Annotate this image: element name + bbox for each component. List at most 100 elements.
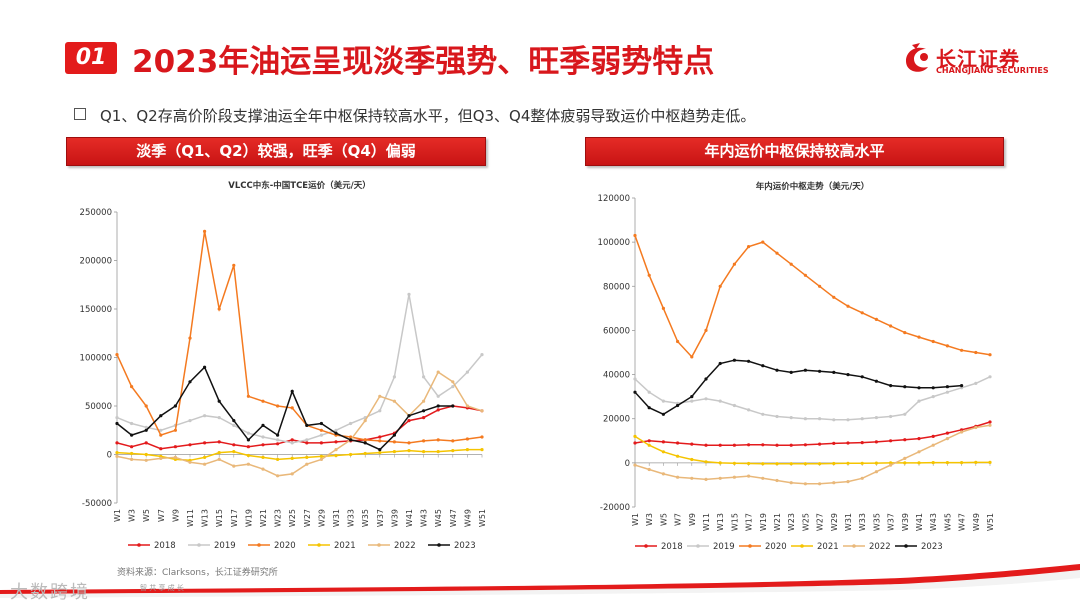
data-point-2022 [392,399,396,403]
x-tick-label: W37 [376,509,385,527]
data-point-2019 [761,412,765,416]
legend-label-2018: 2018 [661,542,683,552]
legend-label-2020: 2020 [274,541,296,551]
x-tick-label: W35 [361,509,370,527]
x-tick-label: W23 [787,513,796,531]
data-point-2020 [422,439,426,443]
data-point-2023 [334,431,338,435]
data-point-2022 [276,474,280,478]
x-tick-label: W13 [716,513,725,531]
data-point-2021 [832,461,836,466]
data-point-2023 [647,406,651,410]
data-point-2023 [246,438,250,442]
y-tick-label: 200000 [80,257,112,267]
right-panel-banner: 年内运价中枢保持较高水平 [585,137,1004,166]
data-point-2019 [690,399,694,403]
series-line-2021 [634,435,990,465]
legend-label-2022: 2022 [869,542,891,552]
data-point-2023 [874,379,878,383]
x-tick-label: W31 [844,513,853,531]
data-point-2022 [676,475,680,479]
data-point-2020 [451,439,455,443]
data-point-2019 [130,421,134,426]
data-point-2018 [203,441,207,445]
data-point-2022 [732,475,736,479]
data-point-2021 [661,450,665,454]
x-tick-label: W49 [972,513,981,531]
x-tick-label: W9 [688,513,697,526]
data-point-2021 [276,457,280,461]
x-tick-label: W1 [113,509,122,522]
series-line-2019 [634,376,991,421]
data-point-2018 [747,443,751,447]
data-point-2021 [422,450,426,454]
data-point-2021 [903,461,907,465]
data-point-2021 [818,462,822,466]
data-point-2021 [945,461,949,465]
data-point-2018 [903,438,907,442]
legend-marker-2022 [377,543,381,547]
data-point-2018 [889,439,893,443]
data-point-2019 [480,353,484,357]
x-tick-label: W49 [463,509,472,527]
data-point-2019 [676,401,680,405]
x-tick-label: W23 [274,509,283,527]
data-point-2019 [159,428,163,432]
data-point-2022 [931,443,935,447]
y-tick-label: 0 [107,451,112,461]
data-point-2022 [903,456,907,460]
data-point-2020 [276,404,280,408]
data-point-2019 [889,414,893,419]
data-point-2020 [407,441,411,445]
footer-wave [0,564,1080,608]
x-tick-label: W15 [215,509,224,527]
data-point-2023 [232,419,236,423]
data-point-2019 [789,416,793,420]
data-point-2022 [789,481,793,485]
data-point-2018 [261,443,265,447]
data-point-2018 [874,440,878,444]
x-tick-label: W45 [943,513,952,531]
data-point-2021 [789,462,793,466]
data-point-2022 [203,462,207,466]
data-point-2019 [917,399,921,403]
x-tick-label: W51 [986,513,995,531]
data-point-2022 [232,464,236,468]
data-point-2019 [747,408,751,412]
data-point-2019 [647,390,651,394]
y-tick-label: 20000 [603,415,630,425]
data-point-2020 [818,284,822,288]
data-point-2018 [917,437,921,441]
left-panel-banner: 淡季（Q1、Q2）较强，旺季（Q4）偏弱 [66,137,486,166]
data-point-2021 [775,462,779,466]
data-point-2023 [917,386,921,390]
data-point-2023 [704,377,708,381]
data-point-2022 [874,470,878,474]
x-tick-label: W11 [702,513,711,531]
x-tick-label: W33 [347,509,356,527]
data-point-2019 [818,417,822,421]
data-point-2021 [889,461,893,465]
data-point-2023 [319,421,323,426]
chart-title: VLCC中东-中国TCE运价（美元/天） [228,180,370,191]
data-point-2022 [633,463,637,467]
data-point-2021 [407,449,411,453]
data-point-2019 [246,431,250,435]
data-point-2019 [974,381,978,385]
data-point-2021 [290,456,294,460]
data-point-2020 [988,353,992,357]
data-point-2020 [832,295,836,299]
data-point-2021 [115,451,119,455]
data-point-2018 [775,443,779,447]
x-tick-label: W25 [801,513,810,531]
data-point-2020 [130,385,134,389]
legend-marker-2020 [748,544,752,548]
data-point-2022 [261,467,265,471]
data-point-2022 [889,463,893,467]
data-point-2019 [945,390,949,394]
data-point-2022 [159,456,163,460]
data-point-2022 [451,380,455,384]
chart-title: 年内运价中枢走势（美元/天） [756,181,870,192]
data-point-2018 [931,434,935,438]
x-tick-label: W19 [759,513,768,531]
